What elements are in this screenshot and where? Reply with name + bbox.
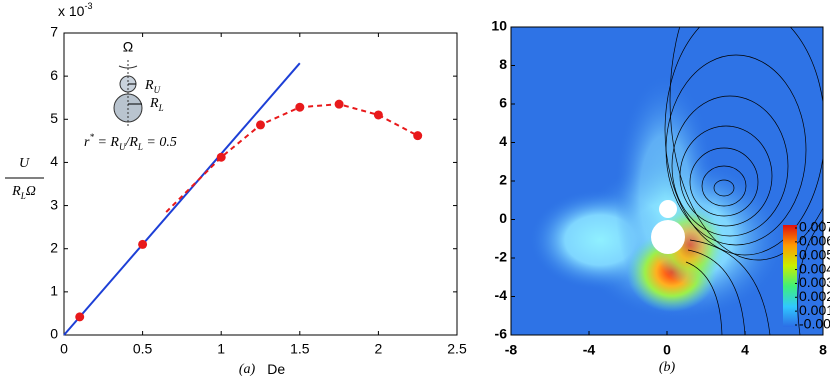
colorbar-tick-label: 0.003 xyxy=(799,274,830,290)
inset-omega: Ω xyxy=(123,39,133,55)
y-tick-label: 4 xyxy=(50,153,58,169)
x-label: (a) De xyxy=(239,361,285,378)
line xyxy=(165,103,419,213)
colorbar-tick-label: -0.000 xyxy=(799,316,830,332)
y-tick-label: 1 xyxy=(50,283,58,299)
y-tick-label: 0 xyxy=(499,210,507,226)
x-tick-label: 8 xyxy=(819,342,827,358)
marker xyxy=(295,102,305,112)
multiplier: x 10-3 xyxy=(58,1,92,18)
y-tick-label: 6 xyxy=(50,67,58,83)
y-tick-label: 2 xyxy=(50,239,58,255)
y-tick-label: 5 xyxy=(50,110,58,126)
colorbar-tick-label: 0.005 xyxy=(799,246,830,262)
y-label-numerator: U xyxy=(19,156,30,171)
marker xyxy=(413,131,423,141)
axes-box xyxy=(63,32,458,336)
x-tick-label: 1 xyxy=(217,341,225,357)
marker xyxy=(75,312,85,322)
x-tick-label: 2 xyxy=(375,341,383,357)
marker xyxy=(256,120,265,130)
colorbar-tick-label: 0.002 xyxy=(799,288,830,304)
y-tick-label: 6 xyxy=(499,95,507,111)
inset-ratio-part: * xyxy=(89,132,94,142)
inset-ratio-part: r xyxy=(84,135,90,150)
y-tick-label: -2 xyxy=(495,249,508,265)
marker xyxy=(373,110,383,120)
multiplier-exponent: -3 xyxy=(84,1,92,11)
x-tick-label: 0 xyxy=(663,342,671,358)
colorbar-tick-label: 0.007 xyxy=(799,219,830,235)
flow-field xyxy=(511,27,823,335)
y-tick-label: -6 xyxy=(495,326,508,342)
y-label-denominator-part: L xyxy=(20,191,26,201)
inset-upper-label-part: R xyxy=(144,78,154,93)
x-label-text: De xyxy=(267,361,285,377)
inset-ratio-part: U xyxy=(119,142,126,152)
x-tick-label: 4 xyxy=(741,342,749,358)
x-tick-label: 2.5 xyxy=(447,341,467,357)
panel-label: (a) xyxy=(239,362,256,377)
line xyxy=(63,62,301,336)
y-tick-label: 10 xyxy=(491,18,507,34)
multiplier-base: x 10 xyxy=(58,3,85,19)
panel-label: (b) xyxy=(659,360,676,375)
x-tick-label: 0.5 xyxy=(133,341,153,357)
y-label-denominator-part: R xyxy=(11,184,21,199)
x-tick-label: 0 xyxy=(60,341,68,357)
inset-ratio-part: = 0.5 xyxy=(143,135,177,150)
inset-upper-label-part: U xyxy=(154,85,161,95)
marker xyxy=(216,152,226,162)
colorbar-tick-label: 0.004 xyxy=(799,260,830,276)
colorbar-tick-label: 0.006 xyxy=(799,233,830,249)
y-tick-label: 4 xyxy=(499,133,507,149)
inset-lower-label-part: R xyxy=(149,96,159,111)
y-tick-label: 2 xyxy=(499,172,507,188)
y-tick-label: 7 xyxy=(50,24,58,40)
y-tick-label: 0 xyxy=(50,326,58,342)
y-label-denominator: RLΩ xyxy=(11,184,36,201)
inset-sketch xyxy=(113,60,143,128)
y-tick-label: 8 xyxy=(499,56,507,72)
y-tick-label: 3 xyxy=(50,196,58,212)
inset-lower-label: RL xyxy=(149,96,164,113)
x-tick-label: 1.5 xyxy=(290,341,310,357)
y-tick-label: -4 xyxy=(495,287,508,303)
y-label-denominator-part: Ω xyxy=(26,184,36,199)
marker xyxy=(334,99,344,109)
inset-ratio-part: = R xyxy=(94,135,119,150)
inset-ratio-part: /R xyxy=(124,135,138,150)
inset-upper-label: RU xyxy=(144,78,161,95)
inset-ratio: r* = RU/RL = 0.5 xyxy=(84,132,177,152)
colorbar-tick-label: 0.001 xyxy=(799,302,830,318)
inset-lower-label-part: L xyxy=(158,103,164,113)
x-tick-label: -8 xyxy=(505,342,518,358)
inset-ratio-part: L xyxy=(137,142,143,152)
x-tick-label: -4 xyxy=(583,342,596,358)
marker xyxy=(138,239,148,249)
